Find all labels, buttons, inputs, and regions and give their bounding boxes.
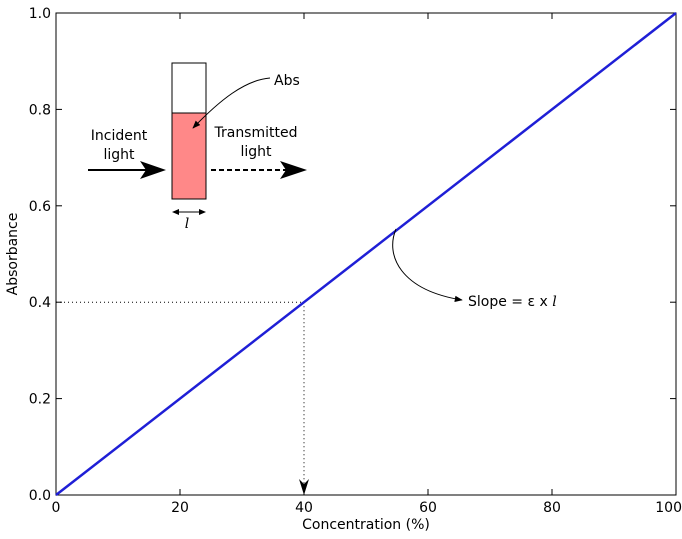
- x-axis-ticks: 0 20 40 60 80 100: [52, 13, 682, 516]
- y-axis-ticks: 0.0 0.2 0.4 0.6 0.8 1.0: [29, 6, 676, 504]
- x-tick-label: 0: [52, 500, 61, 516]
- incident-arrow-head: [140, 161, 166, 179]
- cuvette-empty: [171, 62, 207, 114]
- incident-label-1: Incident: [91, 128, 148, 144]
- transmitted-label-2: light: [240, 144, 272, 160]
- x-tick-label: 80: [543, 500, 561, 516]
- x-tick-label: 40: [295, 500, 313, 516]
- guide-arrow-head: [299, 479, 309, 495]
- slope-label-prefix: Slope = ε x: [468, 294, 552, 310]
- x-tick-label: 60: [419, 500, 437, 516]
- transmitted-arrow-head: [280, 161, 307, 179]
- y-tick-label: 0.6: [29, 199, 51, 215]
- path-length-label: l: [185, 216, 189, 232]
- y-tick-label: 0.0: [29, 488, 51, 504]
- x-tick-label: 20: [171, 500, 189, 516]
- y-tick-label: 0.8: [29, 102, 51, 118]
- slope-label: Slope = ε x l: [468, 294, 557, 310]
- x-axis-title: Concentration (%): [302, 517, 430, 533]
- abs-label: Abs: [274, 73, 300, 89]
- series-line: [55, 12, 677, 496]
- plot-frame: [55, 12, 677, 496]
- y-axis-title: Absorbance: [5, 213, 21, 296]
- slope-label-variable: l: [552, 294, 556, 310]
- y-tick-label: 0.4: [29, 295, 51, 311]
- y-tick-label: 1.0: [29, 6, 51, 22]
- abs-arrow: [192, 77, 271, 129]
- slope-arrow: [392, 228, 463, 303]
- path-length-head-left: [172, 209, 179, 215]
- transmitted-label-1: Transmitted: [213, 125, 297, 141]
- x-tick-label: 100: [655, 500, 682, 516]
- cuvette-illustration: Incident light Transmitted light l Abs: [88, 62, 307, 232]
- y-tick-label: 0.2: [29, 392, 51, 408]
- path-length-head-right: [199, 209, 206, 215]
- cuvette-liquid: [171, 112, 207, 200]
- incident-label-2: light: [103, 147, 135, 163]
